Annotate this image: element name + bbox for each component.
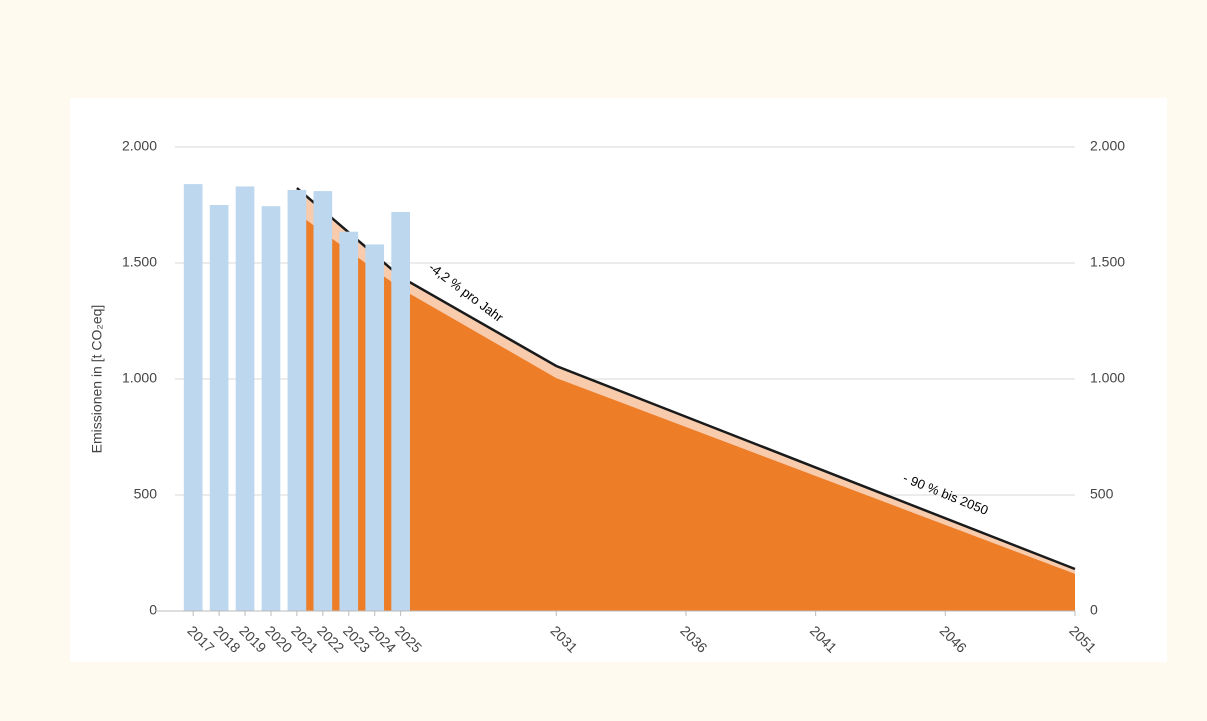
y2-tick-label: 2.000 <box>1090 138 1125 154</box>
bar <box>391 211 410 611</box>
bar <box>209 205 229 611</box>
y-tick-label: 1.500 <box>122 254 157 270</box>
y2-tick-label: 0 <box>1090 602 1098 618</box>
bar <box>339 231 359 611</box>
y2-tick-label: 1.500 <box>1090 254 1125 270</box>
y-tick-label: 2.000 <box>122 138 157 154</box>
y-tick-label: 1.000 <box>122 370 157 386</box>
bar <box>313 191 333 611</box>
y2-tick-label: 1.000 <box>1090 370 1125 386</box>
bar <box>365 244 385 611</box>
bar <box>261 206 281 611</box>
y-tick-label: 0 <box>149 602 157 618</box>
y-axis-label: Emissionen in [t CO₂eq] <box>89 305 105 454</box>
bar <box>183 184 203 611</box>
y2-tick-label: 500 <box>1090 486 1114 502</box>
bar <box>235 186 255 611</box>
y-tick-label: 500 <box>134 486 158 502</box>
bar <box>287 189 307 612</box>
area <box>296 213 1076 611</box>
